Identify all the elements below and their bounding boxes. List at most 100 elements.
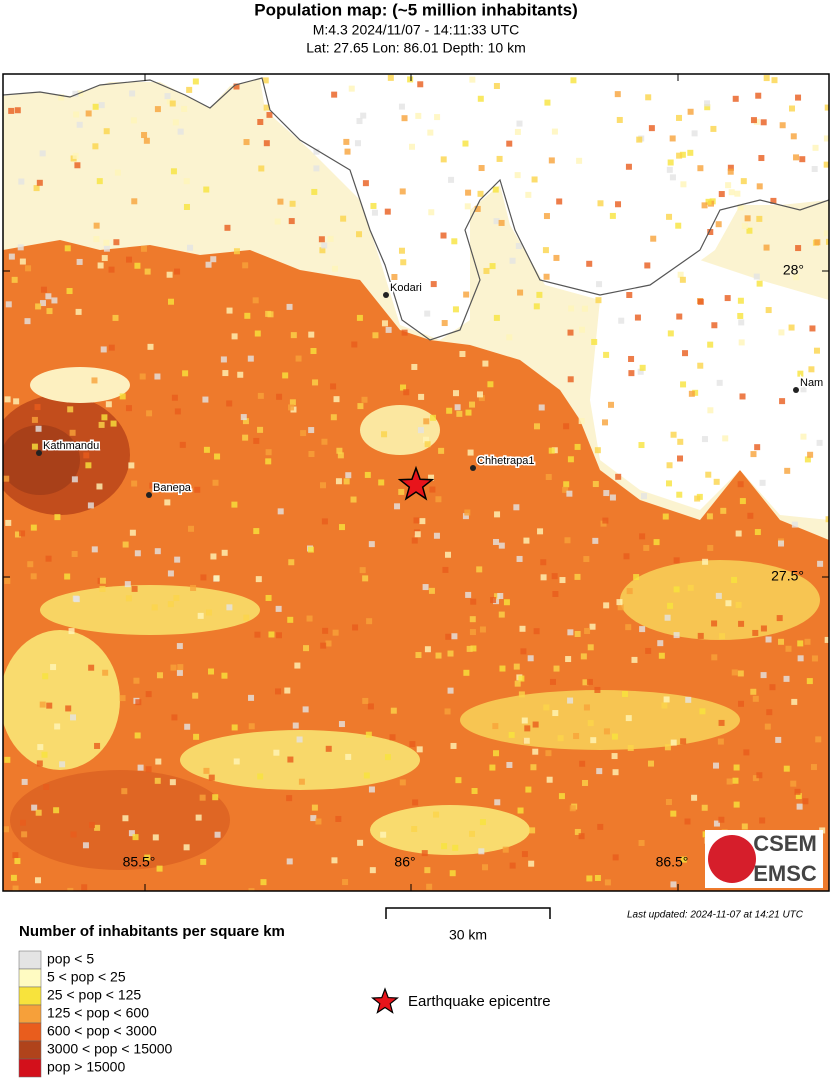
- pixel: [796, 803, 803, 810]
- pixel: [453, 390, 460, 397]
- pixel: [290, 332, 297, 339]
- pixel: [776, 615, 783, 622]
- pixel: [759, 479, 766, 486]
- pixel: [190, 584, 197, 591]
- pixel: [70, 831, 77, 838]
- pixel: [164, 499, 171, 506]
- pixel: [543, 213, 550, 220]
- pixel: [300, 430, 307, 437]
- pixel: [804, 638, 811, 645]
- pixel: [628, 355, 635, 362]
- pixel: [783, 765, 790, 772]
- pixel: [39, 300, 46, 307]
- pixel: [478, 165, 485, 172]
- pixel: [735, 601, 742, 608]
- pixel: [399, 188, 406, 195]
- pixel: [691, 794, 698, 801]
- pixel: [413, 517, 420, 524]
- pixel: [633, 574, 640, 581]
- pixel: [426, 883, 433, 890]
- pixel: [568, 305, 575, 312]
- pixel: [615, 473, 622, 480]
- pixel: [602, 419, 609, 426]
- pixel: [454, 404, 461, 411]
- pixel: [31, 416, 38, 423]
- pixel: [289, 399, 296, 406]
- pixel: [200, 858, 207, 865]
- pixel: [530, 764, 537, 771]
- pixel: [134, 732, 141, 739]
- pixel: [750, 451, 757, 458]
- pixel: [676, 152, 683, 159]
- pixel: [344, 148, 351, 155]
- pixel: [603, 351, 610, 358]
- pixel: [738, 620, 745, 627]
- pixel: [489, 263, 496, 270]
- pixel: [545, 750, 552, 757]
- pixel: [287, 404, 294, 411]
- pixel: [240, 414, 247, 421]
- pixel: [105, 401, 112, 408]
- pixel: [394, 503, 401, 510]
- pixel: [766, 709, 773, 716]
- pixel: [752, 695, 759, 702]
- pixel: [103, 128, 110, 135]
- pixel: [35, 425, 42, 432]
- pixel: [25, 265, 32, 272]
- pixel: [248, 888, 255, 891]
- pixel: [506, 140, 513, 147]
- pixel: [496, 155, 503, 162]
- pixel: [214, 831, 221, 838]
- pixel: [266, 111, 273, 118]
- pixel: [494, 799, 501, 806]
- pixel: [24, 318, 31, 325]
- pixel: [725, 182, 732, 189]
- pixel: [449, 870, 456, 877]
- pixel: [697, 298, 704, 305]
- pixel: [673, 586, 680, 593]
- pixel: [362, 180, 369, 187]
- logo-text: CSEM: [753, 831, 817, 856]
- pixel: [401, 115, 408, 122]
- pixel: [226, 604, 233, 611]
- pixel: [532, 721, 539, 728]
- pixel: [40, 286, 47, 293]
- pixel: [434, 114, 441, 121]
- pixel: [515, 242, 522, 249]
- pixel: [727, 164, 734, 171]
- pixel: [809, 325, 816, 332]
- pixel: [248, 723, 255, 730]
- pixel: [422, 436, 429, 443]
- pixel: [793, 154, 800, 161]
- pixel: [14, 858, 21, 865]
- pixel: [666, 462, 673, 469]
- pixel: [362, 575, 369, 582]
- pixel: [174, 268, 181, 275]
- pixel: [482, 864, 489, 871]
- pixel: [795, 245, 802, 252]
- pixel: [171, 394, 178, 401]
- pixel: [720, 507, 727, 514]
- pixel: [470, 598, 477, 605]
- pixel: [738, 700, 745, 707]
- pixel: [446, 407, 453, 414]
- pixel: [71, 476, 78, 483]
- pixel: [64, 573, 71, 580]
- pixel: [735, 530, 742, 537]
- pixel: [509, 862, 516, 869]
- pixel: [389, 734, 396, 741]
- sparse-area: [370, 805, 530, 855]
- pixel: [14, 531, 21, 538]
- pixel: [687, 584, 694, 591]
- legend-swatch: [18, 1022, 42, 1042]
- pixel: [338, 721, 345, 728]
- pixel: [30, 573, 37, 580]
- pixel: [54, 723, 61, 730]
- pixel: [286, 858, 293, 865]
- place-dot: [470, 465, 476, 471]
- pixel: [342, 879, 349, 886]
- pixel: [233, 248, 240, 255]
- pixel: [741, 222, 748, 229]
- pixel: [609, 212, 616, 219]
- pixel: [537, 528, 544, 535]
